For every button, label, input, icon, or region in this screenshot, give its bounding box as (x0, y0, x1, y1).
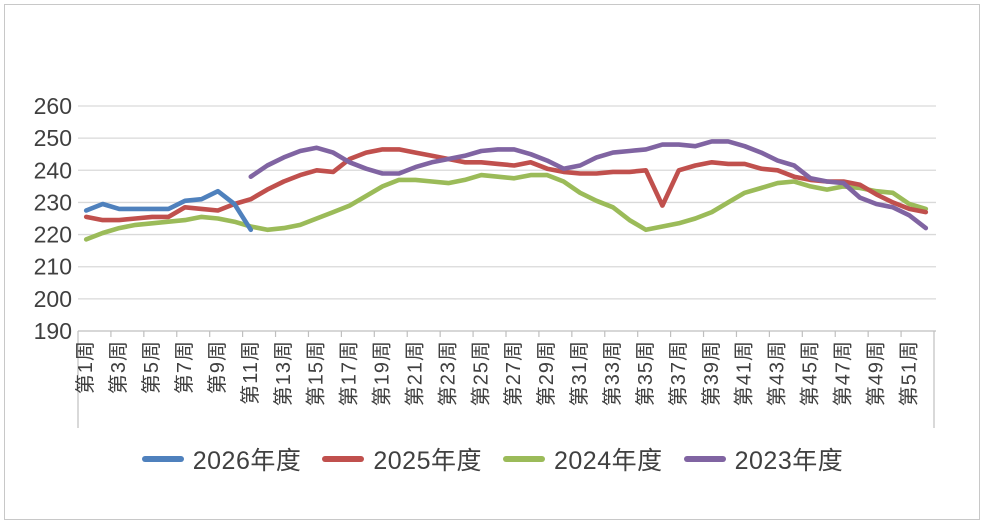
x-tick-label-week-1: 第1周 (74, 340, 97, 394)
series-line-2025 (83, 147, 929, 223)
x-tick-label-week-33: 第33周 (601, 340, 624, 406)
x-tick-label-week-11: 第11周 (239, 340, 262, 405)
x-tick-label-week-45: 第45周 (799, 340, 822, 406)
x-tick-label-week-5: 第5周 (140, 340, 163, 394)
x-tick-label-week-49: 第49周 (864, 340, 887, 406)
series-line-2024 (83, 172, 929, 242)
legend-label-2024: 2024年度 (554, 447, 663, 475)
legend-item-2023: 2023年度 (683, 441, 844, 477)
legend-item-2024: 2024年度 (503, 441, 663, 477)
y-tick-label-190: 190 (34, 318, 72, 344)
plot-area: 190200210220230240250260第1周 第3周 第5周 第7周 第9周第… (34, 93, 936, 428)
x-tick-label-week-25: 第25周 (469, 340, 492, 406)
x-tick-label-week-21: 第21周 (403, 340, 426, 406)
x-tick-label-week-31: 第31周 (568, 340, 591, 406)
x-tick-label-week-35: 第35周 (634, 340, 657, 406)
legend-item-2026: 2026年度 (141, 441, 302, 477)
chart-legend: 2026年度 2025年度 2024年度 2023年度 (0, 441, 985, 477)
legend-label-2026: 2026年度 (192, 447, 302, 475)
x-tick-label-week-37: 第37周 (667, 340, 690, 406)
x-tick-label-week-29: 第29周 (535, 340, 558, 406)
x-tick-label-week-39: 第39周 (700, 340, 723, 406)
y-tick-label-260: 260 (34, 93, 72, 119)
legend-item-2025: 2025年度 (322, 441, 482, 477)
y-tick-label-230: 230 (34, 189, 72, 215)
x-tick-label-week-47: 第47周 (831, 340, 854, 406)
x-tick-label-week-41: 第41周 (733, 340, 756, 406)
x-tick-label-week-43: 第43周 (766, 340, 789, 406)
y-tick-label-250: 250 (34, 125, 72, 151)
x-tick-label-week-27: 第27周 (502, 340, 525, 406)
x-tick-label-week-23: 第23周 (436, 340, 459, 406)
x-tick-label-week-9: 第9周 (206, 340, 229, 394)
x-tick-label-week-17: 第17周 (338, 340, 361, 406)
y-tick-label-220: 220 (34, 222, 72, 248)
x-tick-label-week-3: 第3周 (107, 340, 130, 394)
legend-swatch-2026 (141, 456, 184, 462)
x-tick-label-week-15: 第15周 (305, 340, 328, 406)
legend-label-2025: 2025年度 (373, 447, 482, 475)
x-tick-label-week-7: 第7周 (173, 340, 196, 394)
legend-swatch-2025 (322, 456, 365, 462)
x-tick-label-week-19: 第19周 (371, 340, 394, 406)
y-tick-label-200: 200 (34, 286, 72, 312)
y-tick-label-210: 210 (34, 254, 72, 280)
legend-swatch-2024 (503, 456, 545, 462)
x-tick-label-week-13: 第13周 (272, 340, 295, 406)
series-line-2023 (248, 139, 929, 231)
x-tick-label-week-51: 第51周 (897, 340, 920, 406)
y-tick-label-240: 240 (34, 157, 72, 183)
legend-swatch-2023 (683, 456, 726, 462)
legend-label-2023: 2023年度 (734, 447, 844, 475)
series-line-2026 (83, 188, 254, 233)
